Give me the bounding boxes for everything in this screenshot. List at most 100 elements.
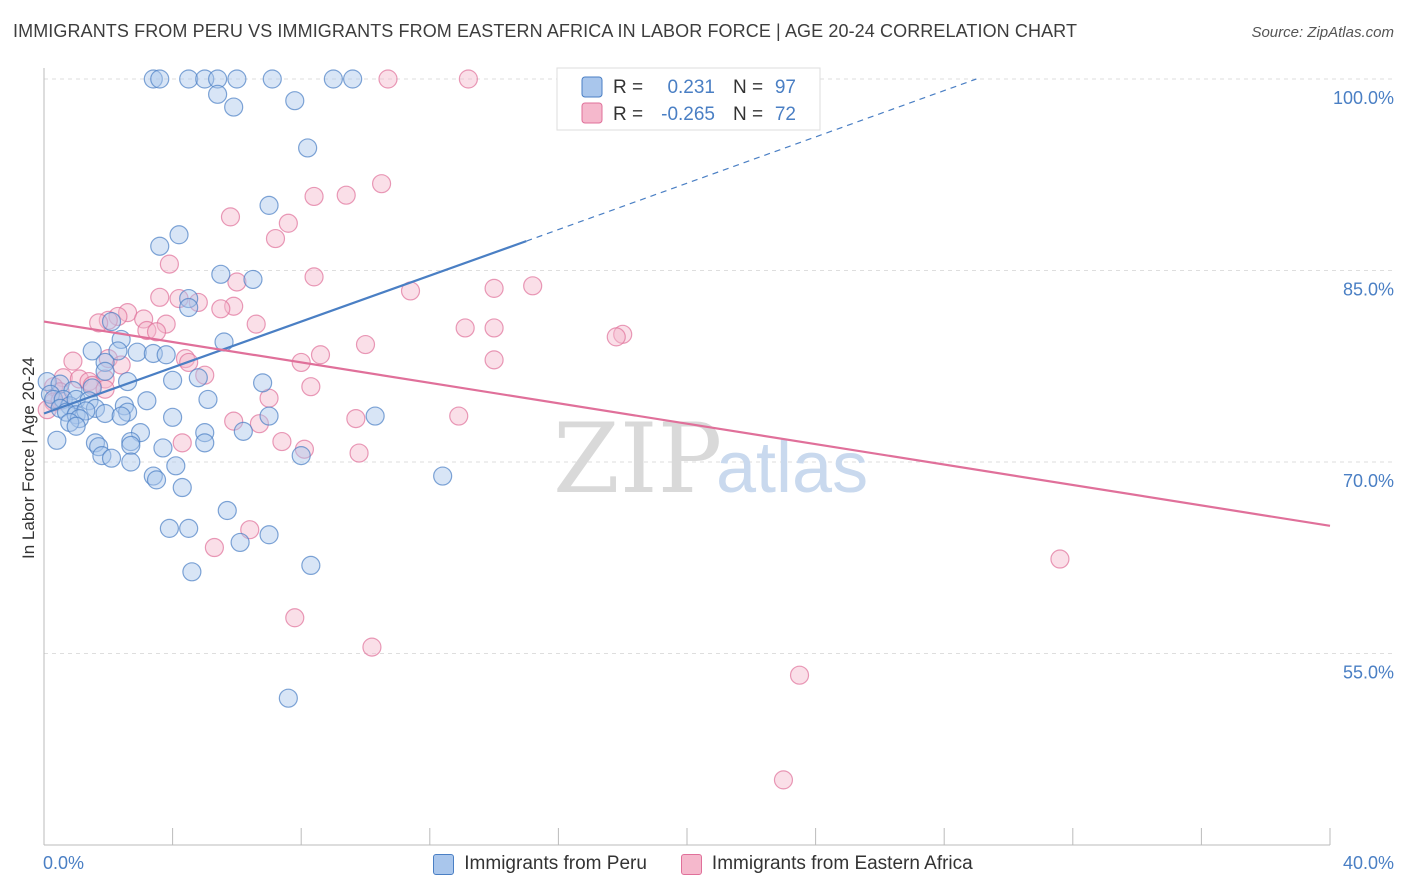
point-eastern-africa-56 <box>249 414 270 434</box>
point-eastern-africa-22 <box>134 309 154 329</box>
point-peru-64 <box>47 430 67 450</box>
point-peru-77 <box>146 470 167 490</box>
legend-n-value-eastern-africa: 72 <box>775 104 796 125</box>
point-peru-12 <box>298 138 318 158</box>
point-peru-80 <box>217 500 237 521</box>
y-tick-label-0: 100.0% <box>1333 88 1394 108</box>
point-peru-11 <box>285 91 305 111</box>
point-eastern-africa-16 <box>188 292 208 313</box>
point-eastern-africa-58 <box>449 406 469 426</box>
legend-n-value-peru: 97 <box>775 77 796 98</box>
point-peru-81 <box>159 518 179 538</box>
point-eastern-africa-14 <box>150 287 170 307</box>
point-peru-26 <box>156 345 176 365</box>
point-eastern-africa-26 <box>137 320 157 341</box>
point-eastern-africa-10 <box>227 272 247 292</box>
trend-extension-peru <box>526 78 977 242</box>
data-points <box>37 69 1070 790</box>
series-legend-item-peru: Immigrants from Peru <box>433 853 647 875</box>
point-eastern-africa-67 <box>362 637 382 657</box>
point-eastern-africa-40 <box>484 350 504 370</box>
point-eastern-africa-24 <box>156 314 176 334</box>
point-peru-19 <box>179 297 199 318</box>
point-peru-17 <box>243 269 263 290</box>
point-peru-56 <box>66 416 86 436</box>
point-peru-38 <box>40 384 61 404</box>
legend-r-label-eastern-africa: R = <box>613 104 643 125</box>
series-swatch-peru <box>433 853 455 875</box>
point-eastern-africa-57 <box>346 408 366 429</box>
chart-title: IMMIGRANTS FROM PERU VS IMMIGRANTS FROM … <box>13 21 1078 41</box>
point-peru-58 <box>198 389 218 410</box>
point-eastern-africa-5 <box>220 207 241 227</box>
point-eastern-africa-2 <box>371 174 392 194</box>
point-peru-24 <box>127 342 147 362</box>
watermark-zip: ZIP <box>553 403 722 515</box>
point-peru-57 <box>163 407 183 427</box>
point-peru-72 <box>101 448 122 468</box>
chart-source: Source: ZipAtlas.com <box>1251 24 1394 41</box>
legend-n-label-eastern-africa: N = <box>733 104 763 125</box>
point-peru-13 <box>259 195 279 215</box>
point-eastern-africa-65 <box>1050 549 1070 569</box>
y-tick-label-3: 55.0% <box>1343 663 1394 683</box>
point-peru-70 <box>195 433 215 453</box>
point-eastern-africa-7 <box>265 228 286 249</box>
point-peru-37 <box>253 373 273 393</box>
point-peru-84 <box>259 525 279 545</box>
legend-swatch-peru <box>581 76 603 98</box>
trend-lines <box>43 78 1331 527</box>
point-peru-8 <box>343 69 363 89</box>
y-tick-label-1: 85.0% <box>1343 280 1394 300</box>
legend-r-value-peru: 0.231 <box>667 77 715 98</box>
point-peru-5 <box>227 69 247 89</box>
point-eastern-africa-68 <box>789 665 810 685</box>
legend-swatch-eastern-africa <box>581 102 603 124</box>
legend-r-value-eastern-africa: -0.265 <box>661 104 715 125</box>
axes <box>43 68 1331 846</box>
point-eastern-africa-51 <box>301 377 321 397</box>
point-peru-51 <box>95 403 115 424</box>
point-eastern-africa-13 <box>523 276 543 296</box>
point-eastern-africa-62 <box>349 443 369 463</box>
point-peru-73 <box>121 452 141 472</box>
point-peru-27 <box>82 341 102 361</box>
point-peru-75 <box>291 446 311 466</box>
x-tick-label-max: 40.0% <box>1343 853 1394 873</box>
point-peru-62 <box>195 423 215 443</box>
point-eastern-africa-69 <box>773 770 794 790</box>
point-peru-63 <box>233 421 253 441</box>
point-peru-14 <box>169 225 189 245</box>
point-eastern-africa-64 <box>240 520 260 540</box>
point-peru-10 <box>224 97 244 117</box>
point-peru-6 <box>262 69 282 89</box>
point-peru-23 <box>108 341 128 361</box>
point-eastern-africa-0 <box>458 69 478 89</box>
point-eastern-africa-29 <box>484 318 504 338</box>
y-axis-label: In Labor Force | Age 20-24 <box>19 357 38 559</box>
trend-line-peru <box>43 240 527 415</box>
y-tick-labels: 100.0% 85.0% 70.0% 55.0% <box>1333 88 1394 683</box>
point-peru-7 <box>323 69 343 89</box>
point-eastern-africa-20 <box>108 306 128 327</box>
point-peru-82 <box>179 518 199 538</box>
legend-n-label-peru: N = <box>733 77 763 98</box>
point-eastern-africa-34 <box>63 351 83 371</box>
series-swatch-eastern-africa <box>680 853 702 875</box>
x-tick-label-min: 0.0% <box>43 853 84 873</box>
point-peru-2 <box>179 69 199 89</box>
legend-r-label-peru: R = <box>613 77 643 98</box>
point-eastern-africa-1 <box>378 69 398 89</box>
point-peru-59 <box>259 406 279 426</box>
series-label-eastern-africa: Immigrants from Eastern Africa <box>711 853 973 874</box>
point-eastern-africa-3 <box>304 186 324 207</box>
trend-line-eastern-africa <box>43 320 1331 527</box>
point-eastern-africa-63 <box>204 537 224 558</box>
point-peru-35 <box>163 370 183 390</box>
point-eastern-africa-4 <box>336 185 356 205</box>
series-label-peru: Immigrants from Peru <box>464 853 647 874</box>
point-eastern-africa-28 <box>455 318 475 338</box>
point-peru-4 <box>208 69 228 89</box>
point-eastern-africa-9 <box>304 267 324 287</box>
